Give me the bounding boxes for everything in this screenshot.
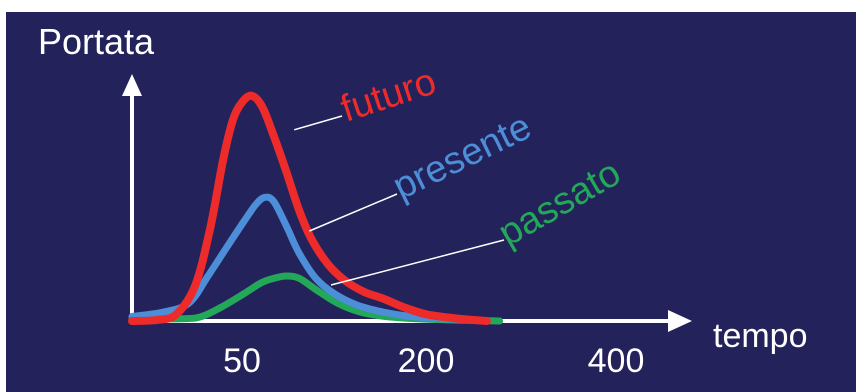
leader-lines	[293, 115, 505, 286]
leader-line-futuro	[293, 115, 343, 131]
annotation-label-futuro: futuro	[336, 61, 441, 131]
leader-line-passato	[330, 239, 505, 286]
chart: Portata tempo 50 200 400 futuro presente…	[38, 21, 808, 380]
y-axis-label: Portata	[38, 21, 155, 62]
x-tick-label-50: 50	[223, 342, 261, 380]
chart-panel: Portata tempo 50 200 400 futuro presente…	[6, 12, 856, 392]
x-tick-label-400: 400	[588, 342, 645, 380]
series-line-futuro	[128, 91, 491, 325]
x-axis-arrow	[668, 310, 692, 332]
leader-line-presente	[309, 193, 398, 232]
series-group	[128, 91, 504, 325]
x-tick-label-200: 200	[398, 342, 455, 380]
y-axis-arrow	[122, 74, 142, 96]
annotation-label-passato: passato	[492, 152, 628, 255]
annotation-labels: futuro presente passato	[336, 61, 628, 255]
series-line-presente	[128, 193, 491, 325]
x-axis-label: tempo	[713, 317, 808, 355]
annotation-label-presente: presente	[387, 106, 538, 209]
x-tick-labels: 50 200 400	[223, 342, 644, 380]
